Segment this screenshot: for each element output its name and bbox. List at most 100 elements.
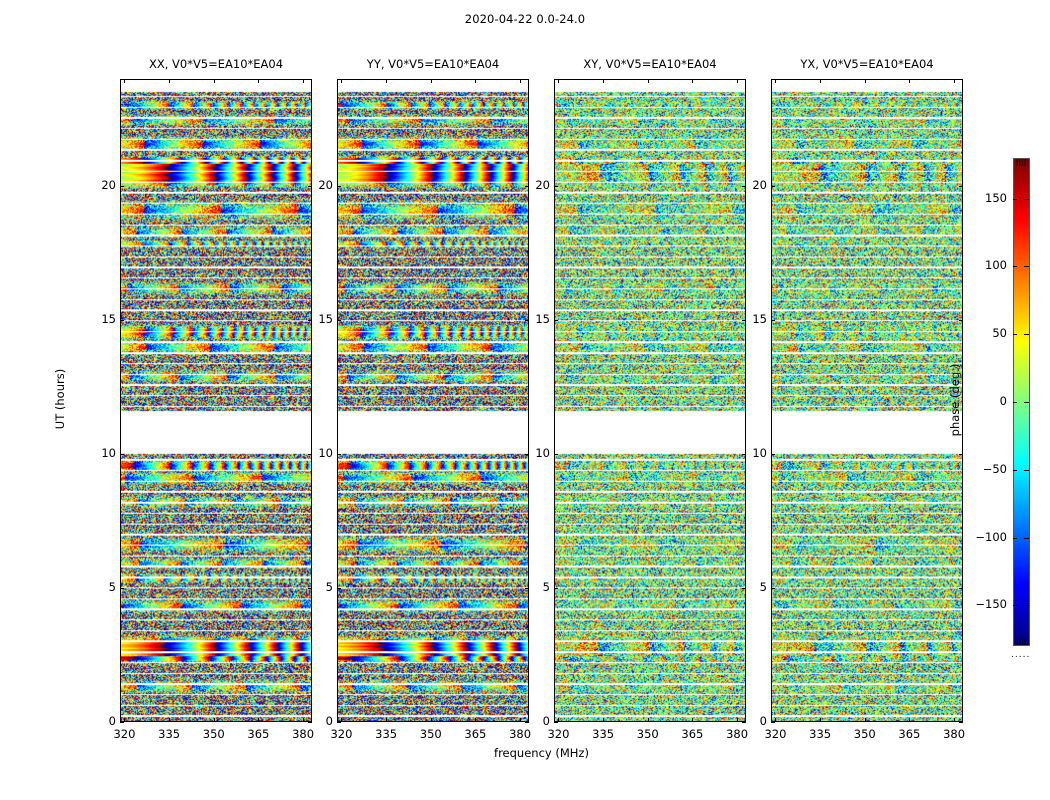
colorbar-tick-label: 50 — [992, 326, 1007, 341]
y-tick-label: 5 — [108, 580, 116, 595]
x-tick-label: 320 — [113, 727, 136, 741]
y-tickmark — [959, 186, 963, 187]
x-tickmark — [258, 718, 259, 722]
colorbar-tickmark — [1024, 266, 1029, 267]
x-tickmark — [737, 718, 738, 722]
colorbar-tick-label: −150 — [975, 597, 1007, 612]
x-tick-label: 350 — [202, 727, 225, 741]
x-tickmark — [692, 718, 693, 722]
x-tickmark — [214, 79, 215, 83]
x-tickmark — [865, 79, 866, 83]
y-tickmark — [771, 454, 775, 455]
x-tickmark — [909, 79, 910, 83]
y-tick-label: 15 — [535, 312, 550, 327]
x-tickmark — [775, 718, 776, 722]
panel-title-xx: XX, V0*V5=EA10*EA04 — [148, 57, 284, 71]
y-tickmark — [525, 320, 529, 321]
panel-title-xy: XY, V0*V5=EA10*EA04 — [583, 57, 717, 71]
x-tickmark — [341, 79, 342, 83]
x-tickmark — [303, 79, 304, 83]
y-tickmark — [120, 186, 124, 187]
y-tick-label: 5 — [325, 580, 333, 595]
colorbar-tickmark — [1013, 334, 1017, 335]
x-tickmark — [475, 718, 476, 722]
y-tick-label: 20 — [101, 178, 116, 193]
panel-title-yy: YY, V0*V5=EA10*EA04 — [366, 57, 500, 71]
y-tick-label: 0 — [542, 714, 550, 728]
y-tickmark — [554, 588, 558, 589]
y-tickmark — [742, 454, 746, 455]
x-tickmark — [341, 718, 342, 722]
y-tickmark — [120, 320, 124, 321]
colorbar-tickmark — [1013, 402, 1017, 403]
x-tickmark — [558, 79, 559, 83]
y-tick-label: 20 — [318, 178, 333, 193]
x-tickmark — [124, 79, 125, 83]
x-tick-label: 320 — [330, 727, 353, 741]
figure-suptitle: 2020-04-22 0.0-24.0 — [464, 12, 586, 26]
x-tickmark — [386, 79, 387, 83]
colorbar-tickmark — [1013, 538, 1017, 539]
y-tickmark — [120, 722, 124, 723]
x-tick-label: 335 — [375, 727, 398, 741]
y-tickmark — [959, 320, 963, 321]
heatmap-panel-xy — [554, 79, 746, 722]
y-tickmark — [337, 320, 341, 321]
x-tick-label: 365 — [247, 727, 270, 741]
y-tick-label: 5 — [759, 580, 767, 595]
y-tick-label: 15 — [101, 312, 116, 327]
x-tick-label: 380 — [943, 727, 966, 741]
y-tickmark — [337, 588, 341, 589]
x-tickmark — [909, 718, 910, 722]
x-tick-label: 335 — [592, 727, 615, 741]
x-tick-label: 335 — [158, 727, 181, 741]
colorbar-tickmark — [1013, 266, 1017, 267]
heatmap-panel-xx — [120, 79, 312, 722]
colorbar-tickmark — [1024, 334, 1029, 335]
colorbar-tickmark — [1024, 605, 1029, 606]
x-tick-label: 380 — [726, 727, 749, 741]
x-tickmark — [603, 718, 604, 722]
x-tickmark — [431, 718, 432, 722]
y-tick-label: 10 — [535, 446, 550, 461]
y-tickmark — [959, 454, 963, 455]
y-tickmark — [742, 588, 746, 589]
x-tickmark — [820, 718, 821, 722]
y-tickmark — [554, 454, 558, 455]
x-tickmark — [558, 718, 559, 722]
y-tickmark — [742, 186, 746, 187]
heatmap-panel-yy — [337, 79, 529, 722]
x-tickmark — [520, 718, 521, 722]
y-tickmark — [525, 186, 529, 187]
x-tick-label: 350 — [853, 727, 876, 741]
y-tickmark — [771, 186, 775, 187]
colorbar-tick-label: 150 — [985, 190, 1007, 205]
x-tick-label: 320 — [547, 727, 570, 741]
x-tick-label: 335 — [809, 727, 832, 741]
heatmap-image-yx — [772, 80, 962, 721]
x-tickmark — [475, 79, 476, 83]
y-tick-label: 15 — [318, 312, 333, 327]
y-tickmark — [525, 454, 529, 455]
x-axis-label: frequency (MHz) — [494, 746, 589, 760]
y-tickmark — [337, 454, 341, 455]
x-tickmark — [520, 79, 521, 83]
y-tick-label: 5 — [542, 580, 550, 595]
y-tickmark — [525, 588, 529, 589]
y-tickmark — [308, 186, 312, 187]
x-tickmark — [169, 718, 170, 722]
colorbar-tick-label: 0 — [999, 394, 1007, 408]
x-tick-label: 380 — [292, 727, 315, 741]
colorbar-tick-label: 100 — [985, 258, 1007, 273]
y-tickmark — [554, 320, 558, 321]
x-tickmark — [386, 718, 387, 722]
x-tickmark — [169, 79, 170, 83]
y-tick-label: 10 — [101, 446, 116, 461]
colorbar-tickmark — [1013, 470, 1017, 471]
colorbar-tickmark — [1024, 402, 1029, 403]
x-tickmark — [954, 718, 955, 722]
y-tickmark — [308, 454, 312, 455]
x-tickmark — [737, 79, 738, 83]
y-tickmark — [525, 722, 529, 723]
